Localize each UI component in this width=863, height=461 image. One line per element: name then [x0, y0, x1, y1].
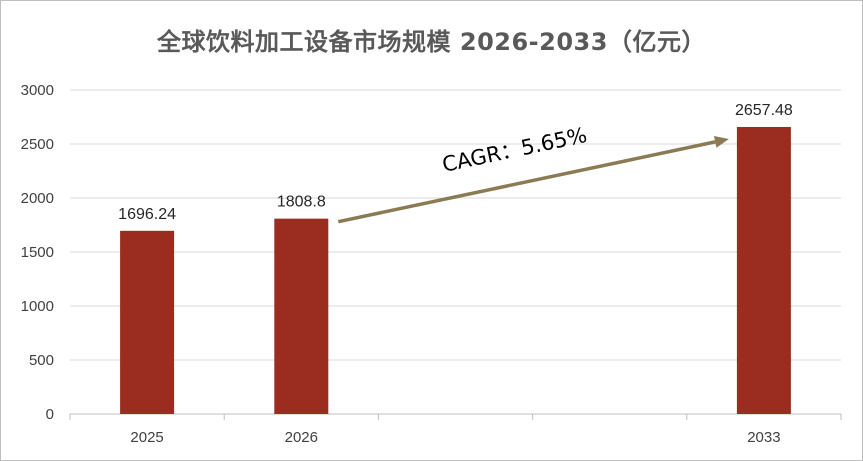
y-tick-label: 2500 [21, 136, 54, 153]
data-label: 1696.24 [118, 206, 176, 223]
y-tick-label: 3000 [21, 82, 54, 99]
y-tick-label: 2000 [21, 190, 54, 207]
bar [120, 230, 175, 414]
y-tick-label: 0 [46, 406, 54, 423]
y-tick-label: 500 [29, 352, 54, 369]
data-labels: 1696.24 1808.8 2657.48 [118, 102, 793, 223]
gridlines [70, 89, 841, 361]
data-label: 1808.8 [277, 194, 326, 211]
data-label: 2657.48 [735, 102, 793, 119]
bar [274, 218, 329, 414]
y-axis-tick-labels: 0 500 1000 1500 2000 2500 3000 [21, 82, 54, 423]
x-axis-tick-marks [69, 414, 842, 420]
x-tick-label: 2033 [747, 429, 780, 446]
y-tick-label: 1000 [21, 298, 54, 315]
bars [120, 126, 791, 414]
chart-title: 全球饮料加工设备市场规模 2026-2033（亿元） [157, 28, 706, 56]
x-tick-label: 2026 [285, 429, 318, 446]
y-tick-label: 1500 [21, 244, 54, 261]
cagr-arrow [337, 136, 729, 224]
arrow-head [713, 136, 729, 148]
cagr-annotation: CAGR：5.65% [440, 123, 589, 177]
x-axis-tick-labels: 2025 2026 2033 [130, 429, 780, 446]
bar [736, 126, 791, 414]
arrow-shaft [337, 140, 716, 224]
x-tick-label: 2025 [130, 429, 163, 446]
